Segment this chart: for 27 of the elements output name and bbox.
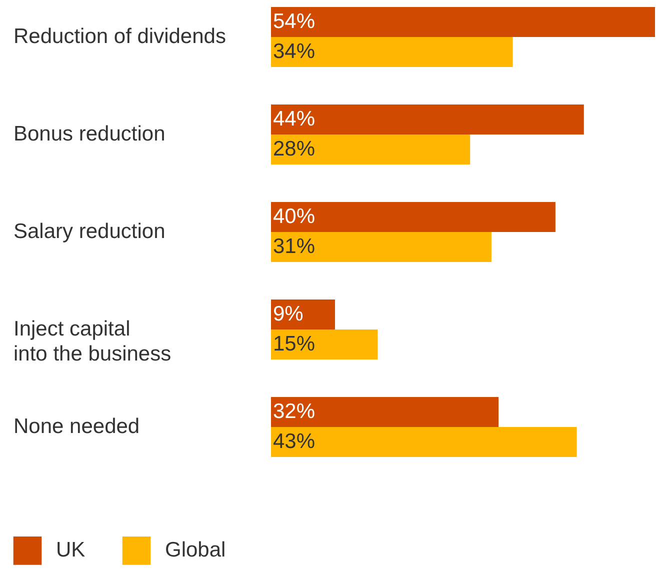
data-label: 28% (273, 137, 316, 160)
bar (271, 104, 584, 134)
y-tick-label: Bonus reduction (14, 122, 166, 146)
data-label: 54% (273, 10, 316, 33)
legend-label: Global (165, 538, 226, 562)
bar (271, 300, 335, 330)
y-tick-label: Salary reduction (14, 220, 166, 243)
bar (271, 330, 378, 360)
bar (271, 232, 492, 262)
y-tick-label: None needed (14, 415, 140, 438)
data-label: 40% (273, 205, 316, 228)
data-label: 15% (273, 332, 316, 356)
bar (271, 36, 513, 67)
bar (271, 134, 470, 164)
bar (271, 397, 499, 428)
bar (271, 427, 577, 457)
data-label: 43% (273, 430, 316, 454)
y-tick-label: Inject capital into the business (14, 318, 172, 366)
data-label: 32% (273, 400, 316, 424)
bar (271, 202, 556, 232)
data-label: 34% (273, 40, 316, 63)
data-label: 44% (273, 108, 316, 130)
y-tick-label: Reduction of dividends (14, 24, 226, 48)
bar (271, 7, 655, 37)
data-label: 9% (273, 302, 304, 326)
legend-label: UK (56, 538, 86, 562)
data-label: 31% (273, 234, 316, 258)
